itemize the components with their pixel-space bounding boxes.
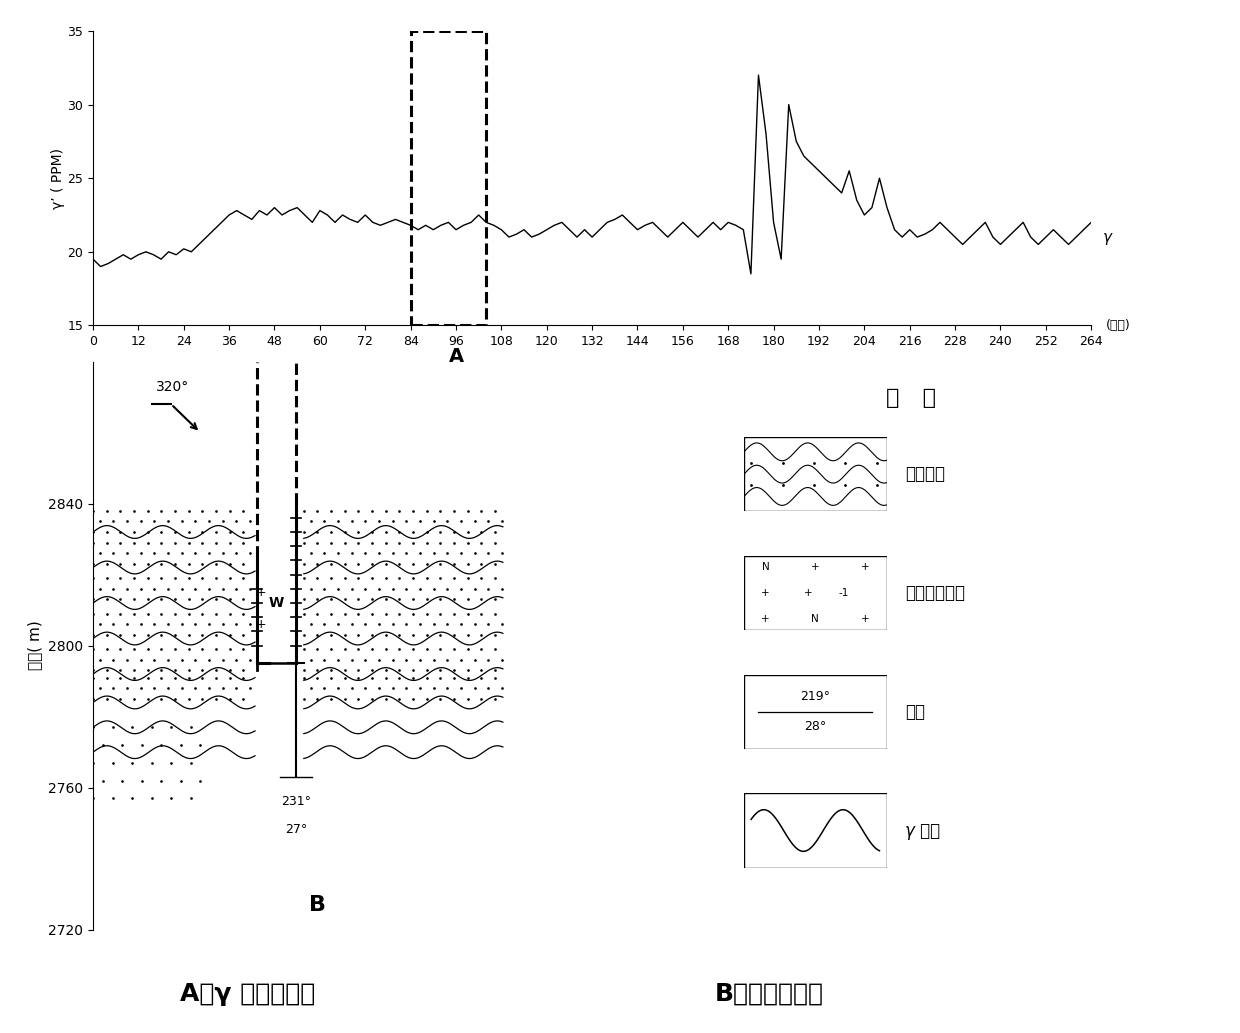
Text: +: + (761, 588, 770, 598)
Y-axis label: γ’ ( PPM): γ’ ( PPM) (51, 148, 64, 209)
Text: W: W (269, 596, 284, 611)
Text: +: + (804, 588, 812, 598)
Text: N: N (761, 562, 769, 572)
Text: +: + (761, 614, 770, 624)
Text: +: + (861, 562, 869, 572)
Text: +: + (255, 618, 267, 631)
Bar (410, 31, 486, 325)
Text: 219°: 219° (800, 690, 831, 703)
Text: +: + (255, 586, 267, 599)
Text: +: + (811, 562, 820, 572)
Text: 231°: 231° (281, 794, 311, 808)
Text: A：γ 射线曲线图: A：γ 射线曲线图 (180, 981, 316, 1006)
Text: (点距): (点距) (1106, 319, 1131, 332)
Text: 28°: 28° (805, 720, 826, 733)
Text: B：地质剪面图: B：地质剪面图 (714, 981, 823, 1006)
Text: 图   例: 图 例 (887, 387, 936, 408)
Text: N: N (811, 614, 820, 624)
Text: 伟晶岩脉钒矿: 伟晶岩脉钒矿 (905, 584, 965, 602)
Y-axis label: 高程( m): 高程( m) (27, 621, 42, 670)
Text: γ: γ (1102, 229, 1111, 245)
Text: 27°: 27° (285, 823, 308, 836)
Text: 320°: 320° (155, 379, 188, 394)
Text: B: B (309, 895, 326, 915)
Text: 产状: 产状 (905, 702, 925, 721)
Text: γ 曲线: γ 曲线 (905, 821, 940, 840)
Text: -1: -1 (838, 588, 849, 598)
Text: 变质砂岩: 变质砂岩 (905, 465, 945, 483)
Text: A: A (449, 347, 464, 367)
Text: +: + (861, 614, 869, 624)
